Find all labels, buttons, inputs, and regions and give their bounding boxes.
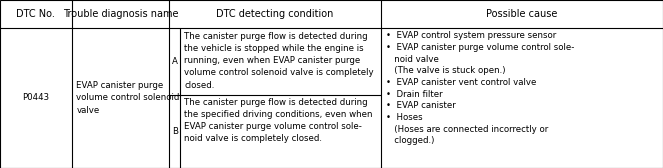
Text: The canister purge flow is detected during
the specified driving conditions, eve: The canister purge flow is detected duri… xyxy=(184,98,373,143)
Text: Possible cause: Possible cause xyxy=(487,9,558,19)
Text: A: A xyxy=(172,57,178,66)
Text: B: B xyxy=(172,127,178,136)
Text: Trouble diagnosis name: Trouble diagnosis name xyxy=(62,9,178,19)
Text: EVAP canister purge
volume control solenoid
valve: EVAP canister purge volume control solen… xyxy=(76,81,180,115)
Text: P0443: P0443 xyxy=(23,93,49,102)
Text: DTC detecting condition: DTC detecting condition xyxy=(216,9,334,19)
Text: DTC No.: DTC No. xyxy=(17,9,55,19)
Text: •  EVAP control system pressure sensor
•  EVAP canister purge volume control sol: • EVAP control system pressure sensor • … xyxy=(386,31,574,145)
Text: The canister purge flow is detected during
the vehicle is stopped while the engi: The canister purge flow is detected duri… xyxy=(184,32,374,90)
